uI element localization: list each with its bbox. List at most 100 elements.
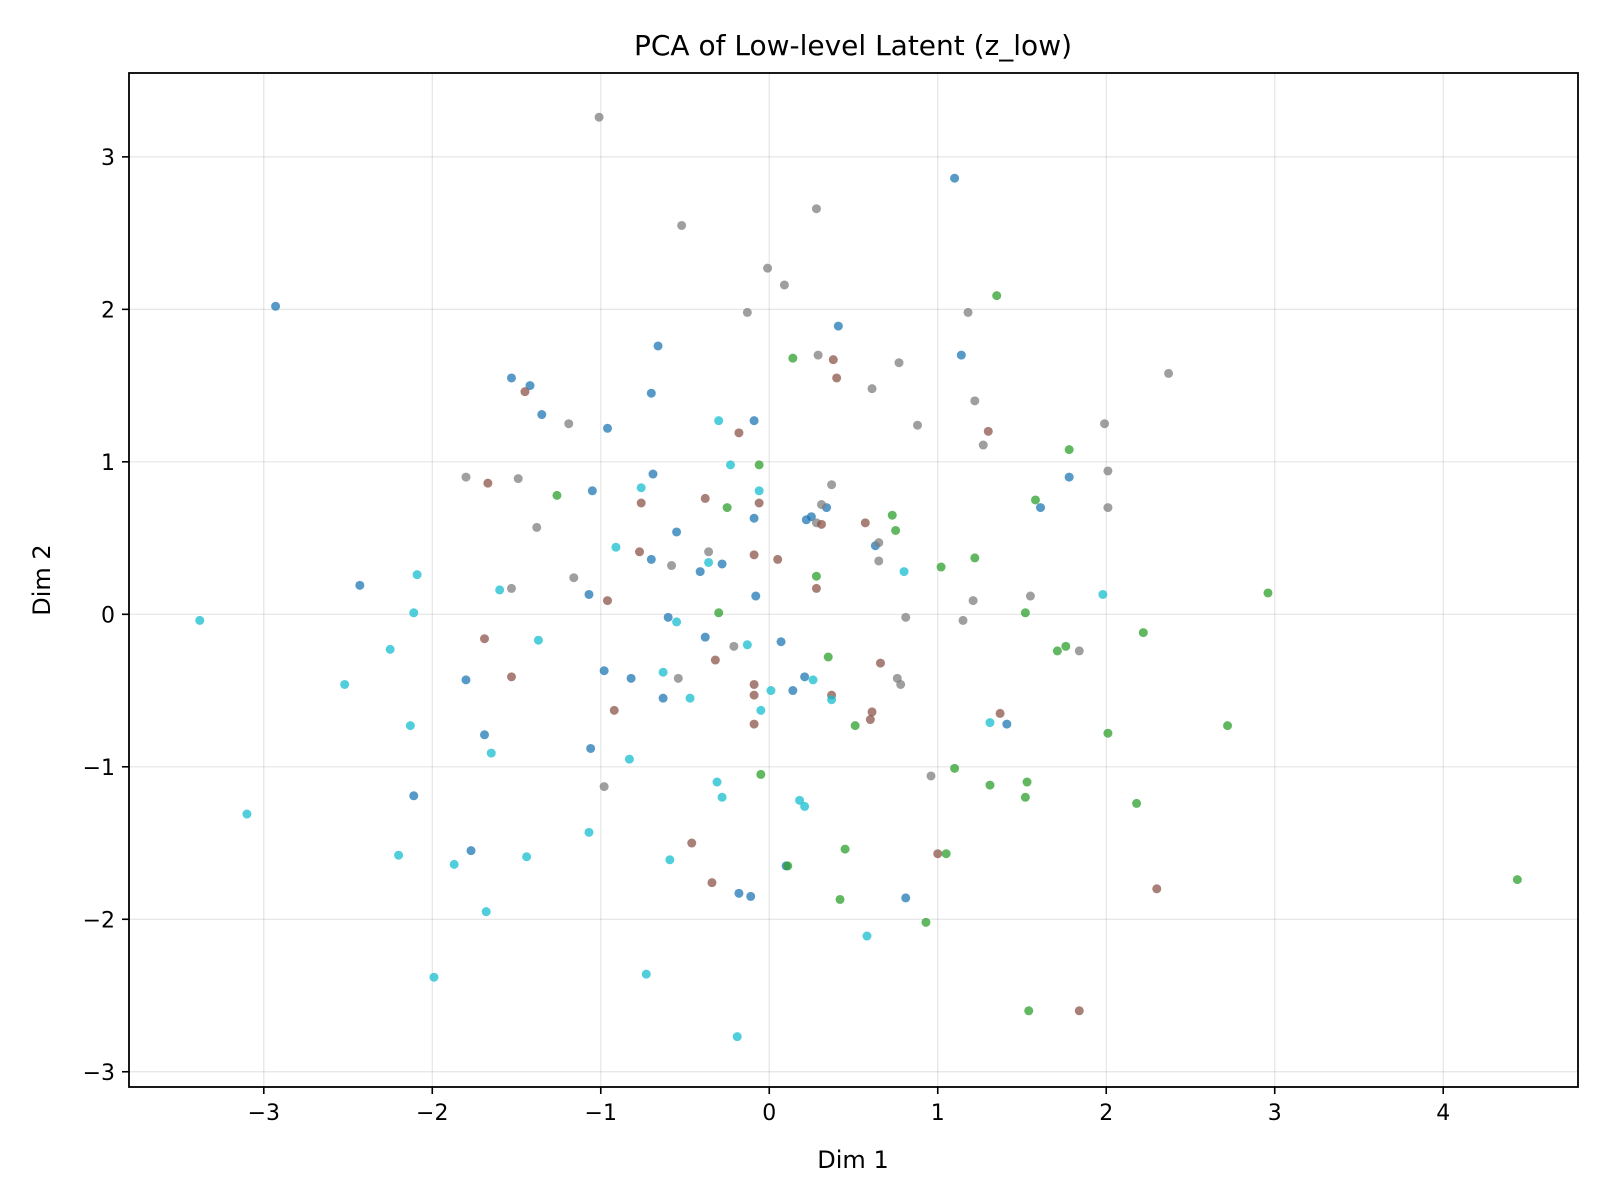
scatter-point (840, 844, 850, 854)
x-tick-label: 2 (1099, 1101, 1113, 1126)
scatter-point (673, 673, 683, 683)
data-points (195, 112, 1522, 1042)
scatter-point (860, 518, 870, 528)
scatter-point (429, 972, 439, 982)
x-tick-label: −3 (248, 1101, 280, 1126)
scatter-point (658, 693, 668, 703)
scatter-point (926, 771, 936, 781)
scatter-point (1022, 777, 1032, 787)
scatter-point (587, 486, 597, 496)
scatter-point (520, 387, 530, 397)
scatter-point (823, 652, 833, 662)
scatter-point (995, 708, 1005, 718)
scatter-point (677, 220, 687, 230)
scatter-point (795, 795, 805, 805)
scatter-point (800, 672, 810, 682)
scatter-point (874, 556, 884, 566)
scatter-point (707, 878, 717, 888)
scatter-point (394, 850, 404, 860)
scatter-point (1263, 588, 1273, 598)
scatter-point (899, 567, 909, 577)
scatter-point (754, 498, 764, 508)
scatter-point (985, 718, 995, 728)
scatter-point (850, 721, 860, 731)
scatter-point (779, 280, 789, 290)
scatter-point (788, 353, 798, 363)
scatter-point (808, 675, 818, 685)
scatter-point (763, 263, 773, 273)
scatter-point (1103, 728, 1113, 738)
scatter-point (933, 849, 943, 859)
scatter-point (832, 373, 842, 383)
scatter-point (646, 388, 656, 398)
scatter-point (584, 827, 594, 837)
scatter-point (663, 612, 673, 622)
scatter-point (776, 637, 786, 647)
scatter-point (742, 640, 752, 650)
x-tick-label: −1 (585, 1101, 617, 1126)
scatter-point (513, 474, 523, 484)
scatter-point (594, 112, 604, 122)
scatter-point (603, 596, 613, 606)
scatter-point (950, 173, 960, 183)
scatter-point (1138, 628, 1148, 638)
scatter-point (569, 573, 579, 583)
scatter-point (1164, 368, 1174, 378)
scatter-point (749, 416, 759, 426)
scatter-point (481, 907, 491, 917)
scatter-point (405, 721, 415, 731)
scatter-point (532, 522, 542, 532)
scatter-point (624, 754, 634, 764)
scatter-point (749, 513, 759, 523)
scatter-point (835, 894, 845, 904)
y-tick-label: −3 (83, 1061, 115, 1086)
scatter-point (1512, 875, 1522, 885)
scatter-series-4 (480, 355, 1162, 1016)
scatter-point (722, 503, 732, 513)
scatter-point (985, 780, 995, 790)
scatter-point (788, 686, 798, 696)
scatter-point (712, 777, 722, 787)
scatter-point (816, 500, 826, 510)
scatter-point (1064, 472, 1074, 482)
scatter-series-2 (461, 112, 1174, 792)
x-axis-ticks: −3 −2 −1 0 1 2 3 4 (248, 1087, 1450, 1126)
scatter-point (874, 538, 884, 548)
scatter-point (641, 969, 651, 979)
scatter-point (754, 460, 764, 470)
y-tick-label: 2 (101, 298, 115, 323)
scatter-point (480, 634, 490, 644)
scatter-point (1064, 445, 1074, 455)
scatter-point (749, 690, 759, 700)
scatter-point (732, 1032, 742, 1042)
scatter-point (766, 686, 776, 696)
scatter-point (867, 384, 877, 394)
scatter-point (800, 801, 810, 811)
scatter-point (653, 341, 663, 351)
scatter-point (506, 373, 516, 383)
scatter-point (636, 498, 646, 508)
scatter-point (506, 583, 516, 593)
scatter-point (564, 419, 574, 429)
scatter-point (862, 931, 872, 941)
scatter-point (665, 855, 675, 865)
plot-frame (128, 72, 1579, 1088)
scatter-point (867, 707, 877, 717)
scatter-point (714, 416, 724, 426)
scatter-point (921, 917, 931, 927)
scatter-point (449, 859, 459, 869)
scatter-point (746, 891, 756, 901)
scatter-point (1025, 591, 1035, 601)
x-tick-label: 1 (931, 1101, 945, 1126)
scatter-point (1103, 503, 1113, 513)
scatter-point (636, 483, 646, 493)
scatter-point (710, 655, 720, 665)
x-tick-label: 4 (1436, 1101, 1450, 1126)
scatter-point (533, 635, 543, 645)
scatter-point (963, 307, 973, 317)
scatter-point (646, 554, 656, 564)
scatter-point (603, 423, 613, 433)
scatter-point (672, 527, 682, 537)
scatter-point (626, 673, 636, 683)
